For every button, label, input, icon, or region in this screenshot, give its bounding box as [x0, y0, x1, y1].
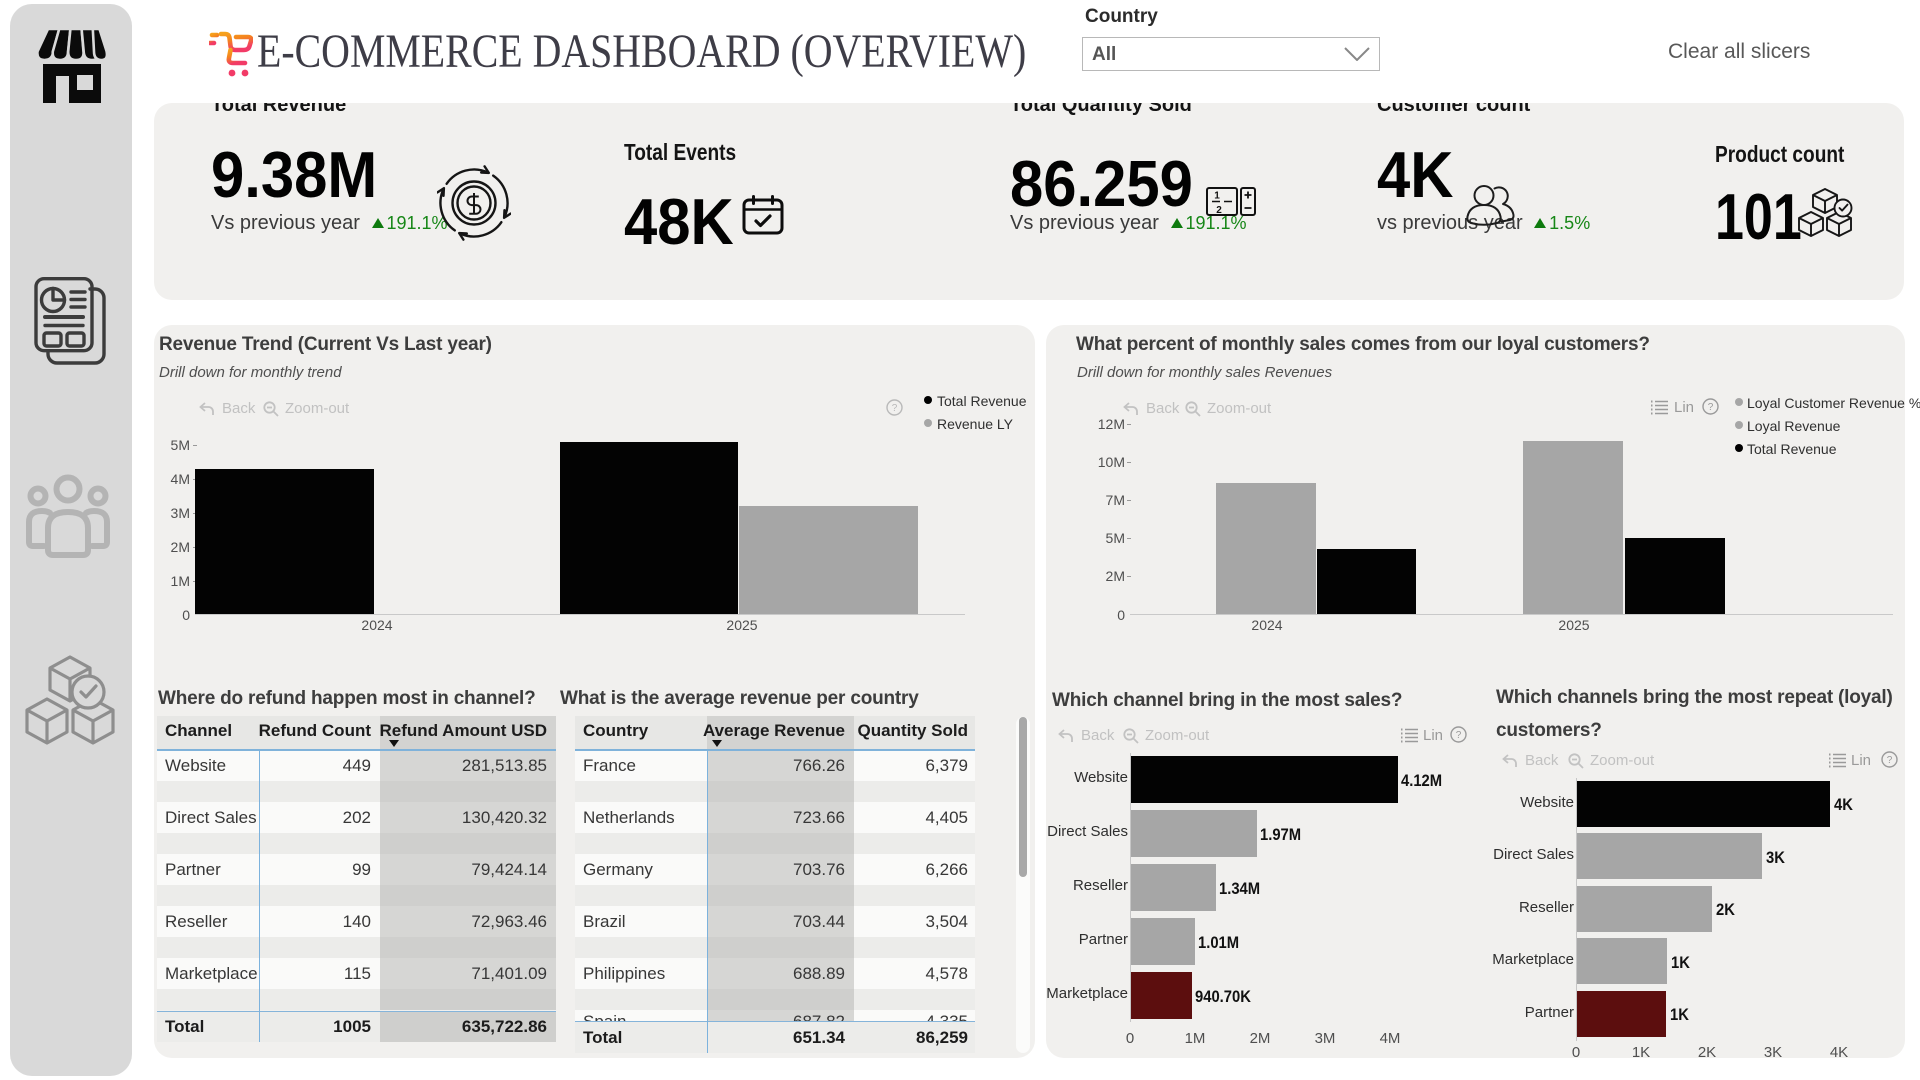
svg-text:1: 1 — [1214, 191, 1220, 202]
svg-text:?: ? — [1887, 755, 1893, 766]
svg-text:?: ? — [1456, 730, 1462, 741]
svg-text:2: 2 — [1216, 205, 1222, 216]
svg-text:?: ? — [892, 403, 898, 414]
svg-text:?: ? — [1708, 402, 1714, 413]
